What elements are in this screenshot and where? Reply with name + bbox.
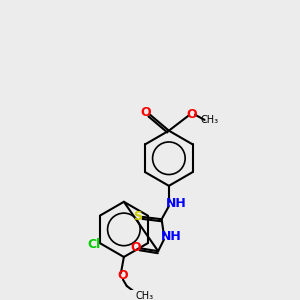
Text: O: O (187, 108, 197, 121)
Text: O: O (130, 241, 141, 254)
Text: Cl: Cl (88, 238, 101, 251)
Text: CH₃: CH₃ (135, 291, 153, 300)
Text: NH: NH (166, 197, 187, 210)
Text: S: S (133, 209, 142, 223)
Text: NH: NH (161, 230, 182, 243)
Text: O: O (117, 269, 128, 282)
Text: O: O (140, 106, 151, 119)
Text: CH₃: CH₃ (201, 115, 219, 125)
